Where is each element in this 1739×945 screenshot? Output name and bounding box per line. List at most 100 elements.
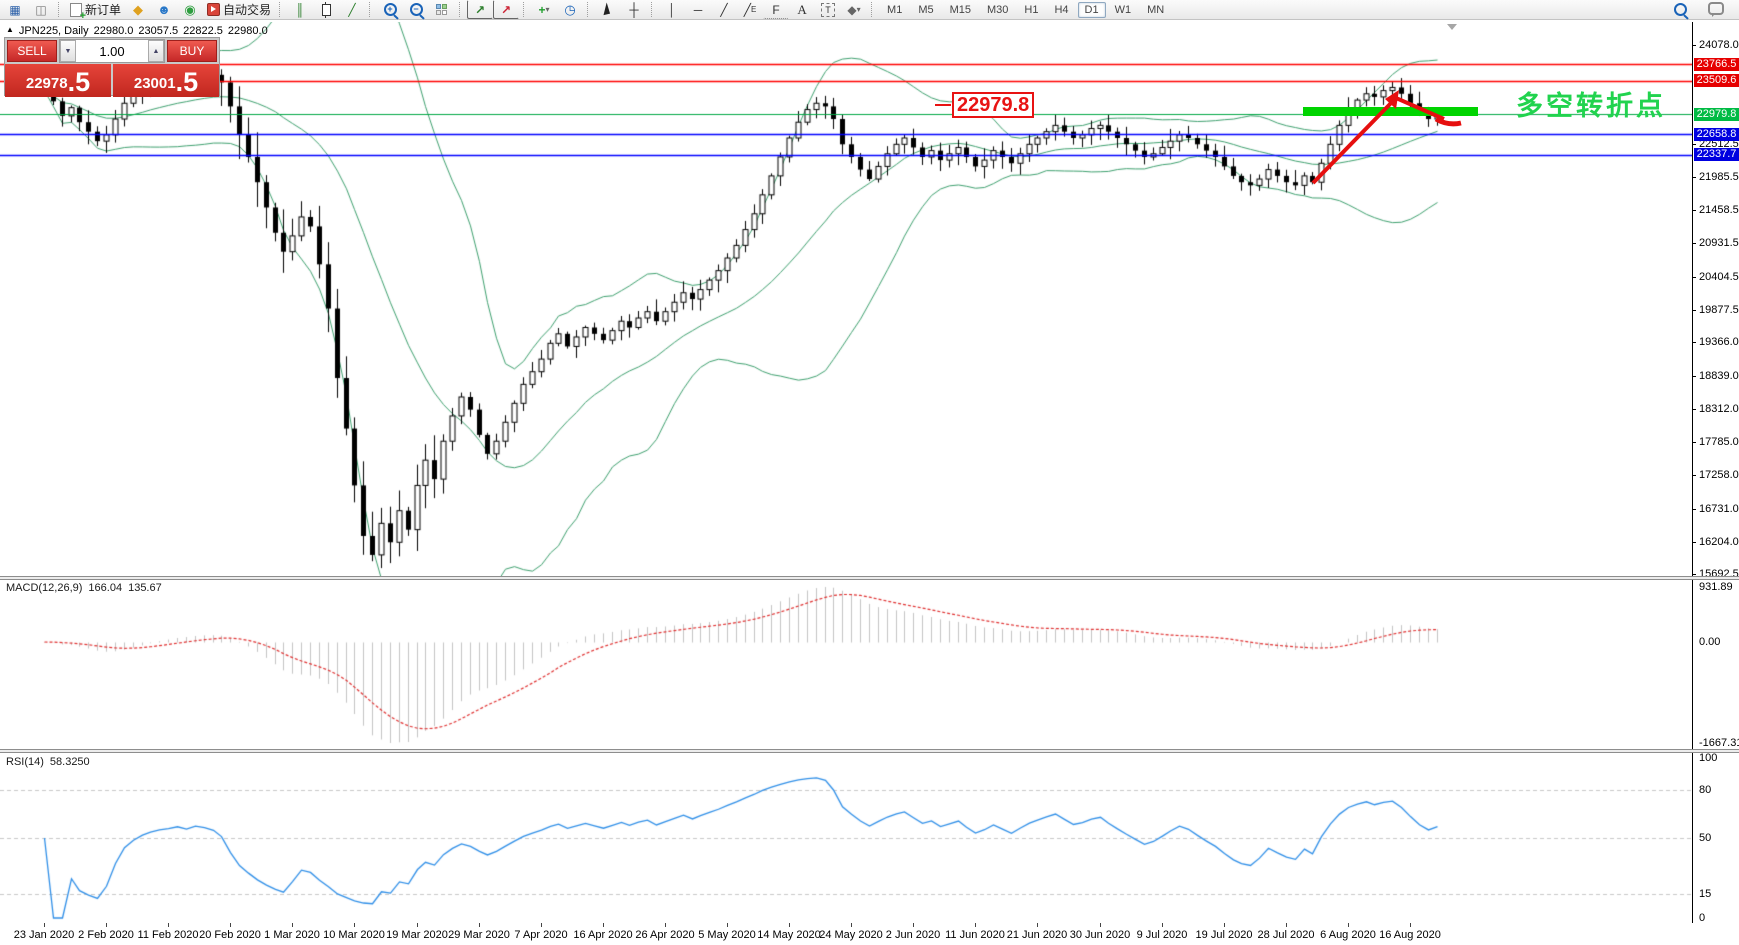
buy-button[interactable]: BUY — [167, 40, 217, 62]
date-label: 23 Jan 2020 — [13, 929, 75, 941]
support-highlight-bar[interactable] — [1303, 107, 1478, 116]
timeframe-M1[interactable]: M1 — [887, 3, 903, 16]
date-tick-mark — [106, 923, 107, 927]
auto-trading-button[interactable]: 自动交易 — [203, 1, 275, 18]
date-label: 28 Jul 2020 — [1257, 929, 1315, 941]
time-periods-icon[interactable]: ◷ — [564, 1, 576, 17]
date-label: 21 Jun 2020 — [1006, 929, 1068, 941]
signals-icon[interactable]: ◉ — [184, 1, 196, 17]
main-price-chart[interactable] — [0, 22, 1692, 576]
turning-point-label[interactable]: 多空转折点 — [1516, 91, 1666, 121]
date-tick-mark — [354, 923, 355, 927]
date-tick-mark — [789, 923, 790, 927]
toolbar-separator — [651, 2, 656, 17]
timeframe-W1[interactable]: W1 — [1114, 3, 1132, 16]
price-tick-label: 18312.0 — [1699, 403, 1739, 415]
crosshair-icon[interactable]: ┼ — [629, 2, 639, 17]
volume-value[interactable]: 1.00 — [76, 40, 148, 62]
pane-splitter[interactable] — [0, 576, 1739, 580]
tile-windows-icon[interactable] — [429, 0, 455, 19]
search-icon[interactable] — [1667, 0, 1693, 19]
volume-increase-button[interactable]: ▲ — [148, 40, 164, 62]
date-label: 16 Aug 2020 — [1379, 929, 1441, 941]
timeframe-M15[interactable]: M15 — [949, 3, 971, 16]
axis-tick-mark — [1692, 210, 1696, 211]
date-label: 10 Mar 2020 — [323, 929, 385, 941]
pane-splitter[interactable] — [0, 749, 1739, 753]
date-label: 19 Mar 2020 — [386, 929, 448, 941]
date-tick-mark — [851, 923, 852, 927]
axis-tick-mark — [1692, 277, 1696, 278]
timeframe-H4[interactable]: H4 — [1054, 3, 1069, 16]
date-label: 2 Jun 2020 — [885, 929, 941, 941]
symbol-triangle-icon: ▲ — [6, 25, 14, 34]
timeframe-M5[interactable]: M5 — [918, 3, 934, 16]
zoom-out-icon[interactable]: − — [403, 0, 429, 19]
date-tick-mark — [975, 923, 976, 927]
buy-price[interactable]: 23001.5 — [113, 64, 219, 97]
date-label: 1 Mar 2020 — [264, 929, 320, 941]
indicators-icon[interactable]: ↗ — [467, 0, 494, 19]
sell-price[interactable]: 22978.5 — [5, 64, 111, 97]
line-chart-icon[interactable]: ╱ — [348, 2, 356, 17]
price-tick-label: 19366.0 — [1699, 336, 1739, 348]
equidistant-channel-icon[interactable]: ╱ E — [743, 2, 757, 17]
sell-button[interactable]: SELL — [7, 40, 57, 62]
indicator-windows-icon[interactable]: ↗ — [493, 0, 520, 19]
price-level-tag[interactable]: 22658.8 — [1694, 128, 1739, 141]
expert-advisor-icon[interactable]: ☻ — [157, 2, 171, 17]
new-order-button[interactable]: 新订单 — [66, 1, 125, 22]
bar-chart-icon[interactable]: ║ — [295, 2, 305, 17]
price-tick-label: 24078.0 — [1699, 39, 1739, 51]
rsi-indicator-pane[interactable] — [0, 753, 1692, 923]
date-tick-mark — [44, 923, 45, 927]
date-tick-mark — [1162, 923, 1163, 927]
scroll-position-marker[interactable] — [1447, 24, 1457, 30]
fibonacci-icon[interactable]: F — [763, 0, 790, 19]
price-tick-label: 18839.0 — [1699, 370, 1739, 382]
gold-bars-icon[interactable]: ◆ — [133, 1, 144, 17]
ohlc-low: 22822.5 — [183, 25, 223, 37]
toolbar-separator — [279, 2, 284, 17]
rsi-label: RSI(14) 58.3250 — [6, 756, 90, 768]
rsi-axis-label: 100 — [1699, 752, 1718, 764]
price-level-tag[interactable]: 22337.7 — [1694, 148, 1739, 161]
price-level-tag[interactable]: 23766.5 — [1694, 58, 1739, 71]
price-tick-label: 17785.0 — [1699, 436, 1739, 448]
auto-trading-label: 自动交易 — [223, 3, 272, 17]
timeframe-MN[interactable]: MN — [1147, 3, 1165, 16]
chart-window-icon[interactable]: ▦ — [9, 2, 21, 17]
date-label: 14 May 2020 — [757, 929, 821, 941]
candlestick-chart-icon[interactable] — [313, 0, 339, 19]
text-label-icon[interactable]: T — [815, 0, 841, 19]
toolbar-separator — [587, 2, 592, 17]
timeframe-D1[interactable]: D1 — [1077, 1, 1106, 18]
tick-chart-icon[interactable]: ◫ — [35, 2, 47, 17]
zoom-in-icon[interactable]: + — [377, 0, 403, 19]
chat-icon[interactable] — [1703, 0, 1729, 19]
price-level-tag[interactable]: 23509.6 — [1694, 74, 1739, 87]
date-tick-mark — [1224, 923, 1225, 927]
cursor-icon[interactable] — [595, 0, 621, 19]
date-label: 11 Feb 2020 — [137, 929, 199, 941]
price-tick-label: 16731.0 — [1699, 503, 1739, 515]
toolbar-separator — [459, 2, 464, 17]
macd-indicator-pane[interactable] — [0, 580, 1692, 749]
axis-tick-mark — [1692, 574, 1696, 575]
add-indicator-icon[interactable]: + ▾ — [538, 2, 550, 17]
date-tick-mark — [230, 923, 231, 927]
horizontal-line-icon[interactable]: ─ — [693, 2, 703, 17]
text-icon[interactable]: A — [797, 1, 807, 17]
shapes-icon[interactable]: ◆ ▾ — [847, 2, 861, 17]
date-label: 20 Feb 2020 — [199, 929, 261, 941]
vertical-line-icon[interactable]: │ — [668, 2, 676, 17]
trendline-icon[interactable]: ╱ — [720, 2, 728, 17]
price-annotation[interactable]: 22979.8 — [934, 92, 1035, 118]
date-label: 11 Jun 2020 — [945, 929, 1005, 941]
timeframe-M30[interactable]: M30 — [987, 3, 1009, 16]
toolbar-separator — [871, 2, 876, 17]
volume-decrease-button[interactable]: ▼ — [60, 40, 76, 62]
symbol-info: ▲ JPN225, Daily 22980.0 23057.5 22822.5 … — [6, 25, 268, 37]
timeframe-H1[interactable]: H1 — [1024, 3, 1039, 16]
price-level-tag[interactable]: 22979.8 — [1694, 108, 1739, 121]
